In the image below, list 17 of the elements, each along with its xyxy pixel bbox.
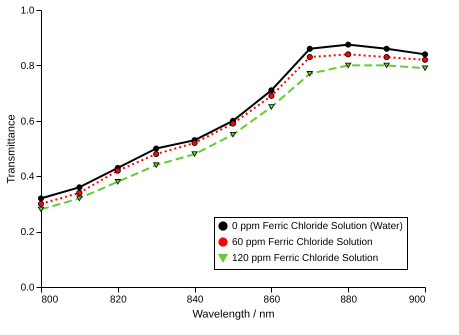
y-tick-label: 1.0	[20, 6, 35, 16]
x-tick-label: 800	[42, 294, 59, 306]
legend-label: 60 ppm Ferric Chloride Solution	[232, 237, 373, 248]
x-tick-label: 860	[264, 294, 281, 306]
y-tick-label: 0.2	[20, 227, 35, 238]
x-tick-label: 880	[340, 294, 358, 306]
legend-label: 0 ppm Ferric Chloride Solution (Water)	[232, 221, 403, 232]
y-axis-title: Transmittance	[6, 114, 18, 184]
legend-label: 120 ppm Ferric Chloride Solution	[232, 253, 378, 264]
x-tick-label: 820	[110, 294, 128, 306]
y-tick-label: 0.4	[20, 172, 35, 183]
y-tick-label: 0.8	[20, 60, 35, 72]
x-tick-label: 900	[408, 294, 426, 306]
y-tick-label: 0.0	[20, 282, 35, 294]
y-tick-label: 0.6	[20, 116, 35, 128]
x-tick-label: 840	[186, 294, 204, 306]
x-axis-title: Wavelength / nm	[192, 308, 275, 320]
